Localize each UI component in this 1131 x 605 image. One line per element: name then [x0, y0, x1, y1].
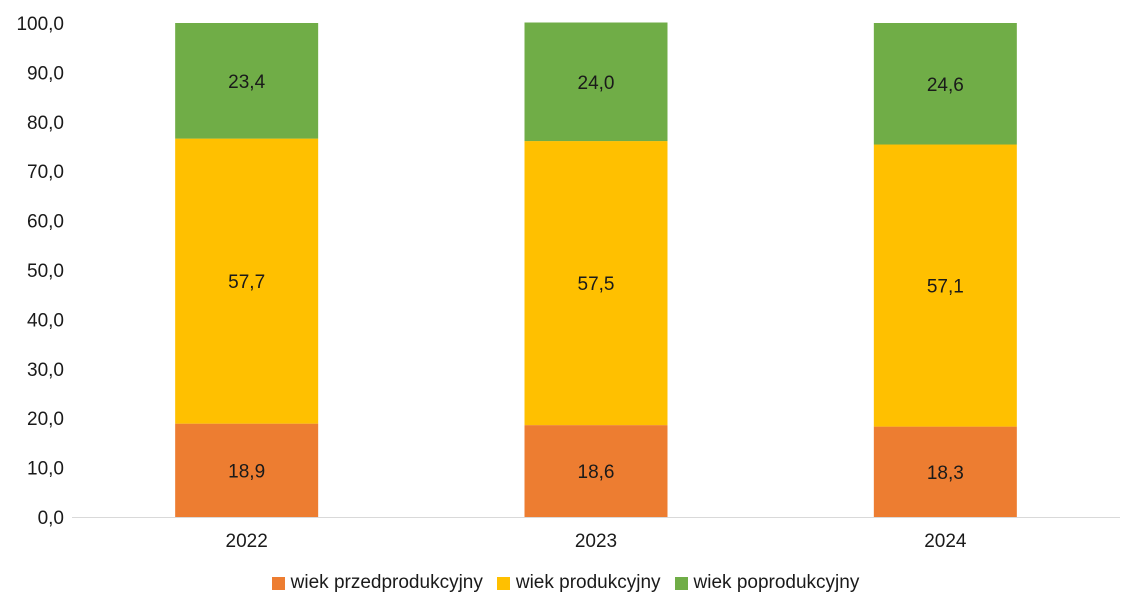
legend-label: wiek poprodukcyjny — [693, 572, 860, 593]
data-label: 24,0 — [578, 73, 615, 94]
x-tick-label: 2023 — [575, 531, 617, 552]
y-tick-label: 30,0 — [27, 360, 64, 381]
y-tick-label: 100,0 — [16, 14, 64, 35]
y-tick-label: 40,0 — [27, 310, 64, 331]
x-tick-label: 2022 — [226, 531, 268, 552]
bar-segment — [524, 141, 668, 426]
y-axis: 0,0 10,0 20,0 30,0 40,0 50,0 60,0 70,0 80,0 90,0 1… — [16, 14, 64, 529]
legend-swatch — [271, 576, 285, 590]
bar-segment — [524, 22, 668, 142]
stacked-bar-chart: 0,0 10,0 20,0 30,0 40,0 50,0 60,0 70,0 80,0 90,0 1… — [16, 14, 1120, 552]
y-tick-label: 90,0 — [27, 63, 64, 84]
bar-segment — [873, 23, 1017, 145]
legend-swatch — [496, 576, 510, 590]
legend-item: wiek produkcyjny — [496, 572, 661, 594]
legend-item: wiek przedprodukcyjny — [271, 572, 483, 594]
data-label: 57,7 — [228, 272, 265, 293]
y-tick-label: 20,0 — [27, 409, 64, 430]
y-tick-label: 60,0 — [27, 212, 64, 233]
bar-segment — [873, 426, 1017, 517]
data-label: 24,6 — [927, 75, 964, 96]
bar-segment — [175, 23, 319, 139]
y-tick-label: 80,0 — [27, 113, 64, 134]
y-tick-label: 50,0 — [27, 261, 64, 282]
x-axis: 2022 2023 2024 — [72, 517, 1120, 552]
bar-segment — [873, 144, 1017, 427]
data-label: 23,4 — [228, 72, 265, 93]
legend-swatch — [674, 576, 688, 590]
legend: wiek przedprodukcyjny wiek produkcyjny wie… — [0, 572, 1131, 594]
data-label: 18,9 — [228, 461, 265, 482]
legend-label: wiek produkcyjny — [515, 572, 661, 593]
data-label: 18,6 — [578, 462, 615, 483]
x-tick-label: 2024 — [924, 531, 967, 552]
data-label: 57,5 — [578, 274, 615, 295]
y-tick-label: 0,0 — [38, 508, 64, 529]
legend-label: wiek przedprodukcyjny — [290, 572, 483, 593]
legend-item: wiek poprodukcyjny — [674, 572, 860, 594]
data-label: 18,3 — [927, 463, 964, 484]
bar-segment — [175, 138, 319, 424]
bar-segment — [175, 423, 319, 517]
data-label: 57,1 — [927, 277, 964, 298]
bar-segment — [524, 425, 668, 517]
y-tick-label: 10,0 — [27, 459, 64, 480]
y-tick-label: 70,0 — [27, 162, 64, 183]
bars: 18,9 57,7 23,4 18,6 57,5 24,0 18,3 57,1 24,6 — [175, 22, 1017, 517]
